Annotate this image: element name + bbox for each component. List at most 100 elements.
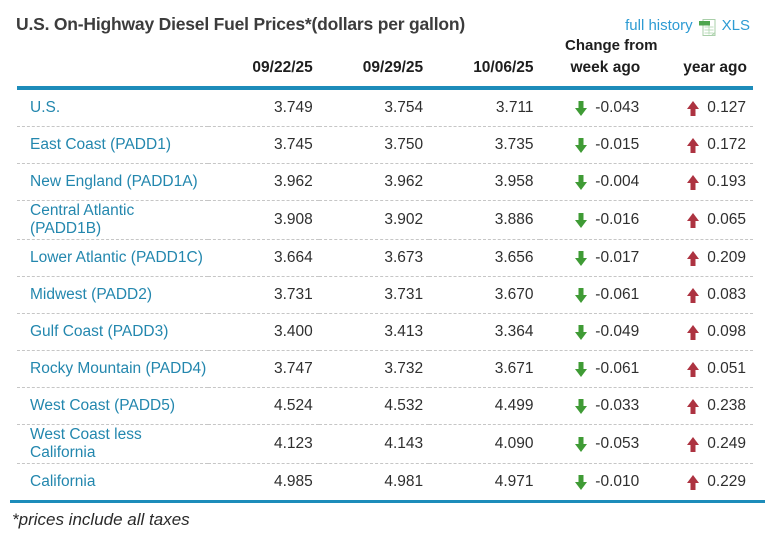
region-link[interactable]: Gulf Coast (PADD3) [30,323,169,340]
year-change-arrow-icon [687,100,700,116]
year-change-value: 0.172 [707,136,746,153]
week-ago-column-header: week ago [539,56,647,90]
price-cell-1: 3.749 [273,99,313,116]
region-cell: Rocky Mountain (PADD4) [17,350,209,388]
date-column-header: 09/29/25 [318,56,430,90]
price-cell-1: 3.664 [208,239,319,277]
xls-file-icon[interactable] [698,16,716,36]
region-link[interactable]: Central Atlantic (PADD1B) [30,202,135,237]
table-row: New England (PADD1A) 3.962 3.962 3.958 -… [17,163,753,201]
week-change-cell: -0.061 [539,350,647,388]
week-change-arrow-icon [575,250,588,266]
change-from-header-row: Change from [17,35,753,56]
region-link[interactable]: Rocky Mountain (PADD4) [30,360,207,377]
region-link[interactable]: West Coast (PADD5) [30,397,175,414]
region-link[interactable]: Lower Atlantic (PADD1C) [30,249,203,266]
year-change-arrow-icon [687,137,700,153]
price-cell-1: 3.962 [208,163,319,201]
xls-link[interactable]: XLS [721,17,750,34]
week-change-arrow-icon [575,137,588,153]
price-cell-2: 3.962 [318,163,430,201]
week-change-arrow-icon [575,436,588,452]
price-cell-2: 4.981 [318,463,430,500]
region-cell: Midwest (PADD2) [17,276,209,314]
week-change-arrow-icon [575,474,588,490]
region-link[interactable]: U.S. [30,99,61,116]
price-cell-3: 3.735 [429,126,540,164]
price-cell-3: 3.711 [495,99,534,116]
region-cell: U.S. [17,88,208,127]
page-header: U.S. On-Highway Diesel Fuel Prices*(doll… [0,0,780,36]
week-change-arrow-icon [575,212,588,228]
week-change-value: -0.004 [595,173,640,190]
region-cell: West Coast less California [17,424,209,464]
table-row: East Coast (PADD1) 3.745 3.750 3.735 -0.… [17,126,753,164]
date-column-header: 10/06/25 [429,56,540,90]
week-change-cell: -0.033 [539,387,647,425]
diesel-price-table-wrap: Change from 09/22/25 09/29/25 10/06/25 w… [17,35,753,500]
table-row: Rocky Mountain (PADD4) 3.747 3.732 3.671… [17,350,753,388]
week-change-cell: -0.015 [539,126,647,164]
week-change-cell: -0.049 [539,313,647,351]
year-change-value: 0.193 [707,173,746,190]
year-change-arrow-icon [687,174,700,190]
week-change-arrow-icon [575,398,588,414]
price-cell-1: 3.745 [208,126,319,164]
week-change-cell: -0.061 [539,276,647,314]
price-cell-2: 3.673 [318,239,430,277]
week-change-value: -0.016 [595,211,640,228]
year-change-cell: 0.098 [646,313,753,351]
region-link[interactable]: California [30,473,96,490]
price-cell-3: 3.670 [429,276,540,314]
week-change-value: -0.061 [595,360,640,377]
footnote: *prices include all taxes [12,510,190,529]
week-change-cell: -0.017 [539,239,647,277]
price-cell-3: 3.364 [429,313,540,351]
week-change-arrow-icon [575,361,588,377]
year-change-arrow-icon [687,398,700,414]
week-change-arrow-icon [575,100,588,116]
week-change-arrow-icon [575,174,588,190]
region-link[interactable]: New England (PADD1A) [30,173,198,190]
date-column-header: 09/22/25 [208,56,319,90]
price-cell-1: 3.400 [208,313,319,351]
year-change-value: 0.229 [707,473,746,490]
table-bottom-rule [10,500,765,503]
region-link[interactable]: East Coast (PADD1) [30,136,171,153]
year-ago-column-header: year ago [646,56,753,90]
region-link[interactable]: Midwest (PADD2) [30,286,153,303]
region-cell: Central Atlantic (PADD1B) [17,200,209,240]
week-change-value: -0.049 [595,323,640,340]
price-cell-1: 4.524 [208,387,319,425]
year-change-value: 0.065 [707,211,746,228]
price-cell-1: 3.908 [208,200,319,240]
year-change-cell: 0.229 [646,463,753,500]
change-from-header: Change from [565,37,658,54]
region-link[interactable]: West Coast less California [30,426,142,461]
year-change-arrow-icon [687,474,700,490]
diesel-price-table: Change from 09/22/25 09/29/25 10/06/25 w… [17,35,753,500]
price-cell-2: 3.754 [384,99,424,116]
week-change-value: -0.033 [595,397,640,414]
week-change-arrow-icon [575,324,588,340]
full-history-link[interactable]: full history [625,17,693,34]
week-change-cell: -0.004 [539,163,647,201]
region-cell: New England (PADD1A) [17,163,209,201]
price-cell-3: 4.499 [429,387,540,425]
region-column-header [17,56,209,90]
price-cell-3: 4.090 [429,424,540,464]
year-change-cell: 0.193 [646,163,753,201]
year-change-arrow-icon [687,287,700,303]
price-cell-2: 3.750 [318,126,430,164]
header-links: full history XLS [625,16,750,36]
price-cell-2: 3.902 [318,200,430,240]
price-cell-3: 3.671 [429,350,540,388]
spacer-cell [17,35,540,56]
year-change-cell: 0.172 [646,126,753,164]
region-cell: Lower Atlantic (PADD1C) [17,239,209,277]
price-cell-3: 3.656 [429,239,540,277]
price-cell-3: 3.958 [429,163,540,201]
year-change-cell: 0.065 [646,200,753,240]
week-change-cell: -0.016 [539,200,647,240]
region-cell: California [17,463,209,500]
